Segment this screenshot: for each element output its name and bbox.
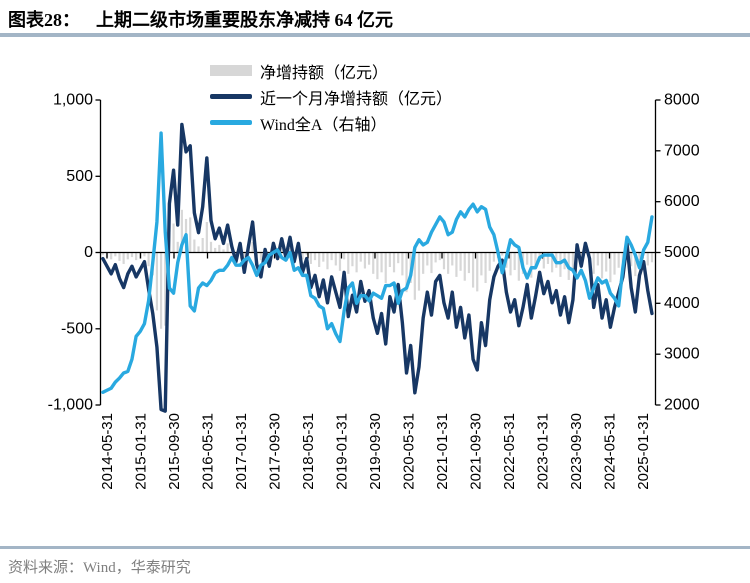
legend-label-monthly-net: 近一个月净增持额（亿元） <box>260 90 453 108</box>
line-wind-all-a-index <box>101 131 654 394</box>
legend-swatch-navy-line <box>210 94 252 99</box>
x-axis-tick-label: 2019-09-30 <box>367 413 384 490</box>
right-axis-tick-label: 2000 <box>664 397 700 414</box>
left-axis-tick-label: 1,000 <box>53 92 93 109</box>
x-axis-tick-label: 2022-05-31 <box>501 413 518 490</box>
x-axis-tick-label: 2021-01-31 <box>434 413 451 490</box>
legend-item-monthly-net: 近一个月净增持额（亿元） <box>210 84 452 109</box>
x-axis-tick-label: 2020-05-31 <box>401 413 418 490</box>
left-axis-tick-label: -500 <box>61 320 93 337</box>
legend-item-wind-a: Wind全A（右轴） <box>210 110 452 135</box>
legend-swatch-lightblue-line <box>210 120 252 125</box>
line-monthly-net-holdings <box>101 122 654 413</box>
figure-title: 上期二级市场重要股东净减持 64 亿元 <box>96 10 393 30</box>
axes <box>95 99 661 406</box>
x-axis-tick-label: 2024-05-31 <box>602 413 619 490</box>
x-axis-tick-label: 2019-01-31 <box>334 413 351 490</box>
footer-divider <box>0 546 750 549</box>
x-axis-tick-label: 2021-09-30 <box>468 413 485 490</box>
right-axis-tick-label: 6000 <box>664 193 700 210</box>
right-axis-tick-label: 5000 <box>664 244 700 261</box>
figure-number-label: 图表28： <box>8 10 80 30</box>
right-axis-tick-label: 8000 <box>664 92 700 109</box>
header-divider <box>0 33 750 37</box>
left-axis-tick-label: -1,000 <box>48 397 93 414</box>
figure-header: 图表28： 上期二级市场重要股东净减持 64 亿元 <box>8 6 393 32</box>
legend-label-wind-a: Wind全A（右轴） <box>260 116 387 134</box>
x-axis-labels: 2014-05-31 2015-01-31 2015-09-30 2016-05-31… <box>99 413 652 490</box>
x-axis-tick-label: 2015-01-31 <box>133 413 150 490</box>
legend-swatch-bar <box>210 65 252 76</box>
source-note: 资料来源：Wind，华泰研究 <box>8 560 191 576</box>
x-axis-tick-label: 2017-01-31 <box>233 413 250 490</box>
x-axis-tick-label: 2023-09-30 <box>568 413 585 490</box>
x-axis-tick-label: 2018-05-31 <box>300 413 317 490</box>
legend-label-net-holdings: 净增持额（亿元） <box>260 64 389 82</box>
left-axis-tick-label: 500 <box>66 168 93 185</box>
chart-legend: 净增持额（亿元） 近一个月净增持额（亿元） Wind全A（右轴） <box>210 58 452 135</box>
x-axis-tick-label: 2023-01-31 <box>535 413 552 490</box>
left-axis-labels: 1,000 500 0 -500 -1,000 <box>48 92 93 414</box>
x-axis-tick-label: 2014-05-31 <box>99 413 116 490</box>
right-axis-tick-label: 4000 <box>664 295 700 312</box>
x-axis-tick-label: 2015-09-30 <box>166 413 183 490</box>
x-axis-tick-label: 2017-09-30 <box>267 413 284 490</box>
x-axis-tick-label: 2016-05-31 <box>200 413 217 490</box>
right-axis-tick-label: 7000 <box>664 142 700 159</box>
left-axis-tick-label: 0 <box>84 244 93 261</box>
right-axis-labels: 8000 7000 6000 5000 4000 3000 2000 <box>664 92 700 414</box>
x-axis-tick-label: 2025-01-31 <box>635 413 652 490</box>
legend-item-net-holdings: 净增持额（亿元） <box>210 58 452 83</box>
right-axis-tick-label: 3000 <box>664 346 700 363</box>
